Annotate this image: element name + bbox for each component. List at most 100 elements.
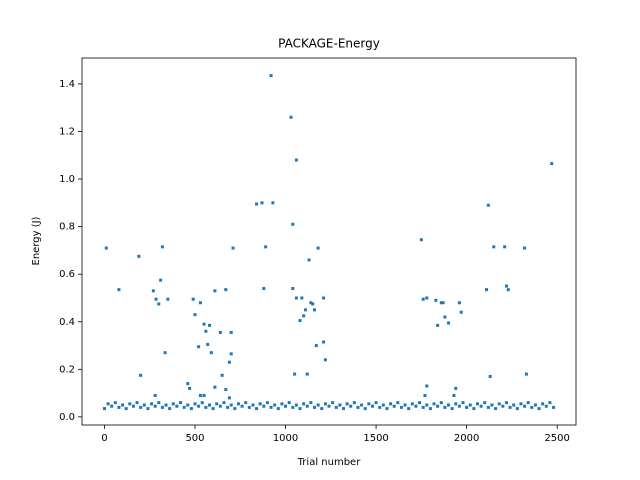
point [530,405,534,409]
point [207,403,211,407]
point [479,404,483,408]
point [189,407,193,411]
point [244,401,248,405]
point [378,405,382,409]
y-tick-label: 0.8 [59,222,75,233]
point [544,404,548,408]
point [305,404,309,408]
point [202,394,206,398]
point [497,402,501,406]
point [298,319,302,323]
point [305,372,309,376]
point [503,245,507,249]
point [334,405,338,409]
point [341,407,345,411]
x-tick-label: 2000 [454,433,479,444]
point [247,405,251,409]
point [264,245,268,249]
point [222,401,226,405]
point [110,404,114,408]
point [436,323,440,327]
point [207,323,211,327]
axes-frame [81,57,577,426]
point [218,330,222,334]
point [287,401,291,405]
point [447,321,451,325]
point [191,297,195,301]
x-axis-label: Trial number [297,457,362,468]
point [414,404,418,408]
point [314,344,318,348]
point [186,382,190,386]
point [541,402,545,406]
point [363,407,367,411]
point [291,405,295,409]
point [311,302,315,306]
point [322,340,326,344]
point [443,405,447,409]
point [523,404,527,408]
point [331,401,335,405]
point [186,403,190,407]
point [421,297,425,301]
point [519,402,523,406]
point [218,404,222,408]
point [425,403,429,407]
y-axis-label: Energy (J) [31,216,42,265]
point [450,407,454,411]
point [552,405,556,409]
point [224,388,228,392]
point [356,405,360,409]
point [338,403,342,407]
point [323,358,327,362]
point [215,402,219,406]
point [432,402,436,406]
y-tick-label: 1.0 [59,174,75,185]
point [213,289,217,293]
point [352,401,356,405]
point [504,401,508,405]
point [124,407,128,411]
point [309,401,313,405]
y-tick-label: 0.0 [59,412,75,423]
point [260,201,264,205]
point [269,74,273,78]
point [198,301,202,305]
point [276,407,280,411]
point [262,404,266,408]
point [506,288,510,292]
point [269,405,273,409]
point [265,401,269,405]
point [226,405,230,409]
point [323,402,327,406]
point [454,386,458,390]
point [121,403,125,407]
point [153,394,157,398]
y-tick-label: 1.4 [59,79,75,90]
point [475,402,479,406]
point [163,351,167,355]
point [533,403,537,407]
point [150,402,154,406]
point [322,296,326,300]
point [227,396,231,400]
point [293,372,297,376]
point [418,401,422,405]
point [255,202,259,206]
point [240,404,244,408]
point [537,407,541,411]
point [396,401,400,405]
point [423,394,427,398]
point [139,405,143,409]
point [428,407,432,411]
point [206,342,210,346]
point [494,407,498,411]
point [202,322,206,326]
point [193,402,197,406]
point [302,402,306,406]
point [131,404,135,408]
point [399,405,403,409]
point [262,286,266,290]
point [461,401,465,405]
